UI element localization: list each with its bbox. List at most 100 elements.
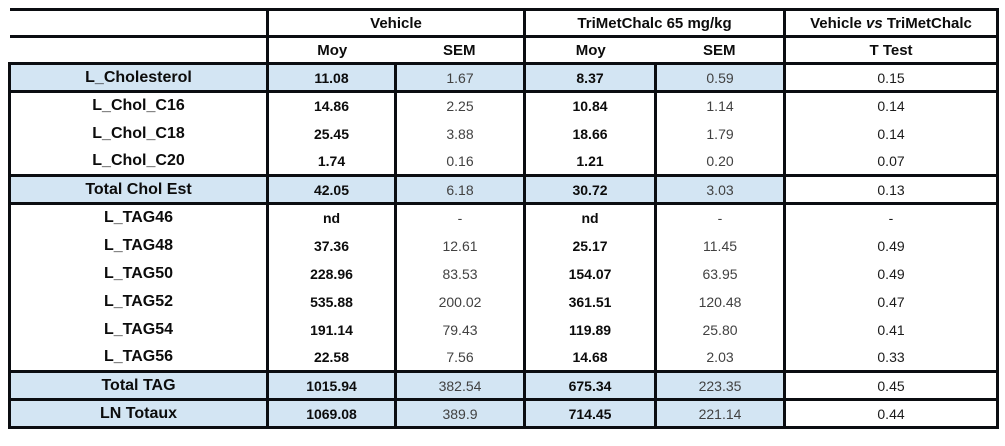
results-table: Vehicle TriMetChalc 65 mg/kg Vehicle vs … [8, 8, 1000, 429]
row-label: L_Chol_C16 [8, 90, 269, 120]
tmc-moy-cell: 10.84 [523, 90, 658, 120]
vehicle-moy-cell: 1015.94 [266, 370, 397, 400]
table-row: L_TAG50 228.96 83.53 154.07 63.95 0.49 [8, 259, 1000, 288]
vehicle-moy-cell: 25.45 [266, 119, 397, 148]
row-label: L_TAG52 [8, 287, 269, 316]
table-row: L_Chol_C16 14.86 2.25 10.84 1.14 0.14 [8, 90, 1000, 120]
header-ttest: T Test [783, 36, 1000, 65]
header-comparison-pre: Vehicle [810, 14, 862, 32]
row-label: LN Totaux [8, 398, 269, 429]
tmc-moy-cell: nd [523, 202, 658, 232]
ttest-cell: 0.15 [783, 62, 1000, 92]
vehicle-moy-cell: 22.58 [266, 343, 397, 372]
tmc-sem-cell: 2.03 [654, 343, 787, 372]
tmc-moy-cell: 18.66 [523, 119, 658, 148]
vehicle-sem-cell: 83.53 [393, 259, 527, 288]
tmc-moy-cell: 14.68 [523, 343, 658, 372]
table-row: Total TAG 1015.94 382.54 675.34 223.35 0… [8, 370, 1000, 400]
tmc-sem-cell: 221.14 [654, 398, 787, 429]
tmc-moy-cell: 361.51 [523, 287, 658, 316]
header-comparison-vs: vs [866, 14, 883, 32]
tmc-moy-cell: 1.21 [523, 147, 658, 176]
header-tmc-moy: Moy [523, 36, 656, 65]
vehicle-sem-cell: 6.18 [393, 174, 527, 204]
vehicle-moy-cell: 191.14 [266, 315, 397, 344]
row-label: L_TAG48 [8, 231, 269, 260]
header-comparison-post: TriMetChalc [886, 14, 972, 32]
header-empty-corner [9, 36, 268, 65]
tmc-sem-cell: 0.20 [654, 147, 787, 176]
header-comparison-group: Vehicle vs TriMetChalc [783, 8, 1000, 38]
tmc-moy-cell: 154.07 [523, 259, 658, 288]
ttest-cell: 0.14 [783, 119, 1000, 148]
vehicle-moy-cell: 535.88 [266, 287, 397, 316]
ttest-cell: 0.13 [783, 174, 1000, 204]
tmc-sem-cell: 63.95 [654, 259, 787, 288]
header-vehicle-group: Vehicle [265, 8, 527, 38]
vehicle-moy-cell: 42.05 [266, 174, 397, 204]
table-row: L_TAG48 37.36 12.61 25.17 11.45 0.49 [8, 231, 1000, 260]
vehicle-moy-cell: 1.74 [266, 147, 397, 176]
row-label: L_TAG54 [8, 315, 269, 344]
tmc-moy-cell: 675.34 [523, 370, 658, 400]
vehicle-moy-cell: 37.36 [266, 231, 397, 260]
tmc-sem-cell: 223.35 [654, 370, 787, 400]
tmc-moy-cell: 8.37 [523, 62, 658, 92]
row-label: L_TAG46 [8, 202, 269, 232]
tmc-sem-cell: - [654, 202, 787, 232]
row-label: Total Chol Est [8, 174, 269, 204]
table-row: L_TAG56 22.58 7.56 14.68 2.03 0.33 [8, 343, 1000, 372]
ttest-cell: 0.49 [783, 231, 1000, 260]
tmc-moy-cell: 30.72 [523, 174, 658, 204]
vehicle-sem-cell: 382.54 [393, 370, 527, 400]
ttest-cell: 0.49 [783, 259, 1000, 288]
tmc-moy-cell: 25.17 [523, 231, 658, 260]
header-tmc-sem: SEM [655, 36, 787, 65]
tmc-sem-cell: 11.45 [654, 231, 787, 260]
vehicle-sem-cell: 2.25 [393, 90, 527, 120]
table-row: L_Cholesterol 11.08 1.67 8.37 0.59 0.15 [8, 62, 1000, 92]
header-empty-corner [9, 8, 268, 38]
row-label: Total TAG [8, 370, 269, 400]
tmc-moy-cell: 119.89 [523, 315, 658, 344]
row-label: L_Cholesterol [8, 62, 269, 92]
ttest-cell: 0.07 [783, 147, 1000, 176]
vehicle-sem-cell: 79.43 [393, 315, 527, 344]
table-row: L_Chol_C18 25.45 3.88 18.66 1.79 0.14 [8, 119, 1000, 148]
table-row: LN Totaux 1069.08 389.9 714.45 221.14 0.… [8, 398, 1000, 429]
ttest-cell: 0.41 [783, 315, 1000, 344]
row-label: L_TAG50 [8, 259, 269, 288]
header-vehicle-sem: SEM [395, 36, 527, 65]
row-label: L_Chol_C18 [8, 119, 269, 148]
row-label: L_Chol_C20 [8, 147, 269, 176]
header-vehicle-moy: Moy [266, 36, 396, 65]
tmc-sem-cell: 1.14 [654, 90, 787, 120]
vehicle-sem-cell: 0.16 [393, 147, 527, 176]
ttest-cell: 0.33 [783, 343, 1000, 372]
header-stat-row: Moy SEM Moy SEM T Test [9, 36, 1000, 65]
table-row: L_TAG46 nd - nd - - [8, 202, 1000, 232]
vehicle-sem-cell: 12.61 [393, 231, 527, 260]
vehicle-moy-cell: 14.86 [266, 90, 397, 120]
vehicle-moy-cell: 11.08 [266, 62, 397, 92]
ttest-cell: 0.44 [783, 398, 1000, 429]
tmc-sem-cell: 0.59 [654, 62, 787, 92]
vehicle-sem-cell: 7.56 [393, 343, 527, 372]
header-trimetchalc-group: TriMetChalc 65 mg/kg [523, 8, 787, 38]
tmc-moy-cell: 714.45 [523, 398, 658, 429]
ttest-cell: - [783, 202, 1000, 232]
ttest-cell: 0.47 [783, 287, 1000, 316]
vehicle-sem-cell: 200.02 [393, 287, 527, 316]
vehicle-sem-cell: - [393, 202, 527, 232]
vehicle-moy-cell: 228.96 [266, 259, 397, 288]
table-row: L_TAG54 191.14 79.43 119.89 25.80 0.41 [8, 315, 1000, 344]
tmc-sem-cell: 3.03 [654, 174, 787, 204]
ttest-cell: 0.14 [783, 90, 1000, 120]
row-label: L_TAG56 [8, 343, 269, 372]
table-row: L_TAG52 535.88 200.02 361.51 120.48 0.47 [8, 287, 1000, 316]
header-group-row: Vehicle TriMetChalc 65 mg/kg Vehicle vs … [9, 8, 1000, 38]
tmc-sem-cell: 25.80 [654, 315, 787, 344]
vehicle-moy-cell: 1069.08 [266, 398, 397, 429]
tmc-sem-cell: 120.48 [654, 287, 787, 316]
